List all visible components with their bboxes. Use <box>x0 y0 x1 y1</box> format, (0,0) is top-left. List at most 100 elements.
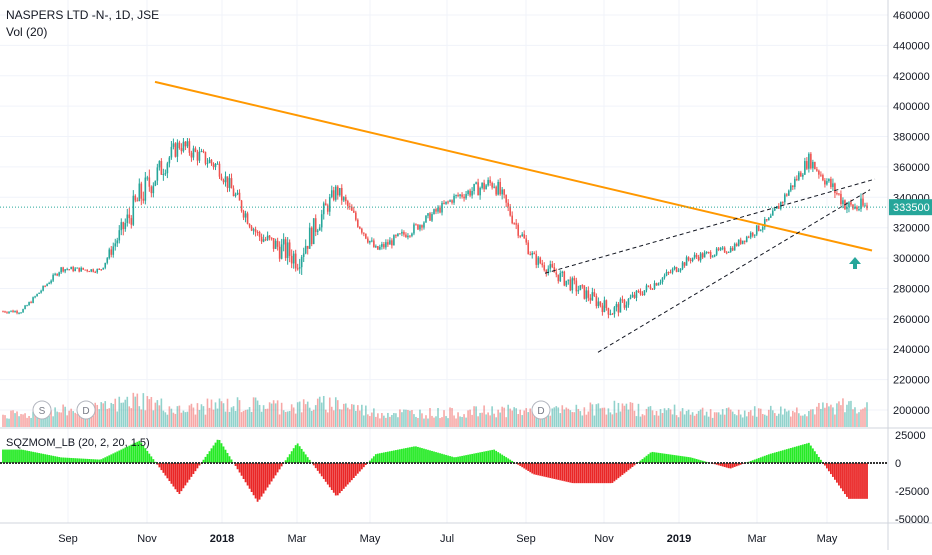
momentum-bar <box>383 452 385 463</box>
momentum-bar <box>674 455 676 463</box>
candle-body <box>147 177 149 178</box>
volume-bar <box>439 418 441 427</box>
volume-bar <box>24 413 26 427</box>
volume-bar <box>14 413 16 427</box>
volume-bar <box>357 405 359 427</box>
candle-body <box>299 267 301 268</box>
volume-bar <box>866 402 868 427</box>
volume-bar <box>790 417 792 427</box>
volume-bar <box>245 410 247 427</box>
volume-bar <box>463 414 465 427</box>
volume-bar <box>10 411 12 427</box>
volume-bar <box>742 417 744 427</box>
candle-body <box>598 302 600 307</box>
momentum-bar <box>36 453 38 463</box>
volume-bar <box>650 406 652 427</box>
momentum-bar <box>601 463 603 483</box>
volume-bar <box>856 413 858 427</box>
volume-bar <box>64 407 66 427</box>
candle-body <box>153 186 155 193</box>
time-tick-label: Nov <box>594 533 614 545</box>
momentum-bar <box>800 445 802 463</box>
arrow-up-icon <box>849 257 861 269</box>
candle-body <box>570 280 572 291</box>
momentum-bar <box>571 463 573 483</box>
candle-body <box>54 274 56 275</box>
time-tick-label: Sep <box>516 533 536 545</box>
momentum-bar <box>854 463 856 499</box>
candle-body <box>289 242 291 255</box>
volume-bar <box>303 399 305 427</box>
candle-body <box>361 229 363 233</box>
momentum-bar <box>349 463 351 482</box>
volume-bar <box>860 410 862 427</box>
candle-body <box>239 193 241 201</box>
momentum-bar <box>545 463 547 477</box>
momentum-bar <box>527 463 529 471</box>
momentum-bar <box>618 463 620 478</box>
volume-bar <box>191 404 193 427</box>
momentum-bar <box>836 463 838 483</box>
momentum-bar <box>806 443 808 463</box>
candle-body <box>403 232 405 235</box>
candle-body <box>674 267 676 269</box>
candle-body <box>219 164 221 177</box>
candle-body <box>572 278 574 290</box>
candle-body <box>814 162 816 169</box>
volume-bar <box>612 414 614 427</box>
momentum-bar <box>221 443 223 463</box>
candle-body <box>401 232 403 234</box>
volume-bar <box>732 412 734 427</box>
candle-body <box>275 241 277 249</box>
candle-body <box>543 265 545 270</box>
volume-bar <box>812 409 814 427</box>
price-tick-label: 240000 <box>893 344 930 356</box>
candle-body <box>710 252 712 257</box>
arrow-up-shape <box>849 257 861 269</box>
volume-bar <box>135 397 137 427</box>
volume-bar <box>30 418 32 427</box>
time-tick-label: Nov <box>137 533 157 545</box>
candle-body <box>143 199 145 201</box>
volume-bar <box>241 412 243 427</box>
volume-bar <box>594 416 596 427</box>
candle-body <box>20 313 22 314</box>
candle-body <box>858 209 860 210</box>
candle-body <box>46 284 48 286</box>
candle-body <box>28 302 30 305</box>
momentum-bar <box>170 463 172 484</box>
volume-bar <box>664 408 666 427</box>
candle-body <box>285 239 287 258</box>
volume-bar <box>183 411 185 427</box>
momentum-bar <box>477 453 479 463</box>
candle-body <box>730 248 732 252</box>
candle-body <box>385 242 387 247</box>
candle-body <box>327 205 329 211</box>
indicator-tick-label: 0 <box>895 458 901 470</box>
candle-body <box>826 181 828 184</box>
volume-bar <box>646 409 648 427</box>
candle-body <box>6 312 8 313</box>
momentum-bar <box>429 450 431 463</box>
candle-body <box>790 185 792 190</box>
candle-body <box>8 312 10 313</box>
volume-bar <box>165 412 167 427</box>
price-tick-label: 220000 <box>893 375 930 387</box>
momentum-bar <box>850 463 852 499</box>
volume-bar <box>756 417 758 427</box>
volume-bar <box>409 411 411 427</box>
candle-body <box>133 196 135 225</box>
momentum-bar <box>816 454 818 463</box>
volume-bar <box>317 399 319 427</box>
candle-body <box>64 269 66 271</box>
volume-bar <box>838 401 840 427</box>
volume-bar <box>515 408 517 427</box>
momentum-bar <box>403 448 405 463</box>
candle-body <box>431 214 433 221</box>
volume-bar <box>217 409 219 427</box>
momentum-bar <box>385 452 387 463</box>
event-marker-label: D <box>82 406 89 417</box>
momentum-bar <box>465 455 467 463</box>
event-marker-d: D <box>77 401 95 419</box>
